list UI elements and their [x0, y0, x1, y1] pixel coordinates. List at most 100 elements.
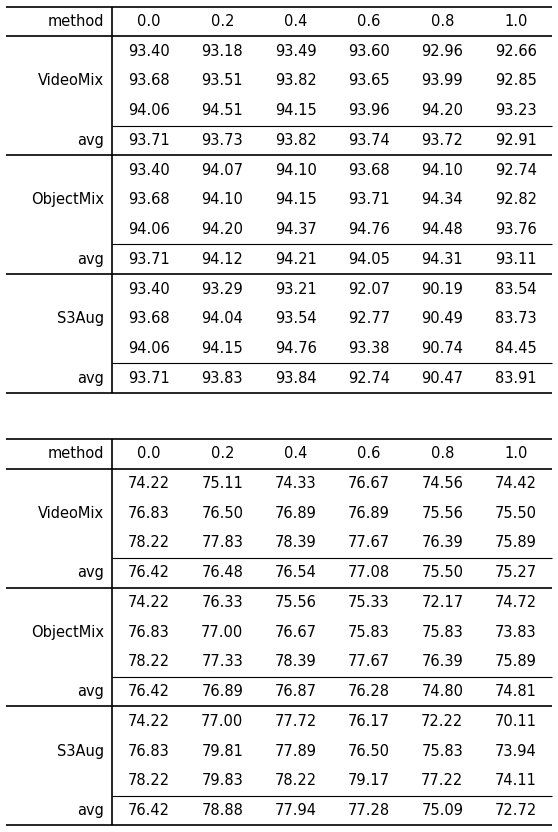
Text: 94.21: 94.21 — [275, 252, 316, 267]
Text: 76.39: 76.39 — [421, 536, 463, 551]
Text: 0.2: 0.2 — [210, 446, 234, 461]
Text: 77.72: 77.72 — [275, 714, 317, 729]
Text: avg: avg — [77, 803, 104, 818]
Text: 76.42: 76.42 — [128, 803, 170, 818]
Text: 94.31: 94.31 — [421, 252, 463, 267]
Text: 0.4: 0.4 — [284, 446, 307, 461]
Text: 79.81: 79.81 — [201, 744, 243, 759]
Text: method: method — [47, 446, 104, 461]
Text: 72.22: 72.22 — [421, 714, 464, 729]
Text: 92.91: 92.91 — [495, 133, 537, 148]
Text: 76.42: 76.42 — [128, 684, 170, 699]
Text: 74.22: 74.22 — [128, 476, 170, 491]
Text: 83.73: 83.73 — [495, 311, 537, 326]
Text: 93.99: 93.99 — [421, 73, 463, 88]
Text: 75.83: 75.83 — [421, 625, 463, 640]
Text: 92.07: 92.07 — [348, 281, 390, 296]
Text: 0.4: 0.4 — [284, 14, 307, 29]
Text: 93.68: 93.68 — [128, 192, 170, 207]
Text: 75.83: 75.83 — [421, 744, 463, 759]
Text: 93.83: 93.83 — [201, 371, 243, 386]
Text: 93.29: 93.29 — [201, 281, 243, 296]
Text: 93.21: 93.21 — [275, 281, 316, 296]
Text: 76.54: 76.54 — [275, 565, 316, 580]
Text: 93.96: 93.96 — [348, 103, 390, 118]
Text: 93.18: 93.18 — [201, 44, 243, 59]
Text: 77.94: 77.94 — [275, 803, 316, 818]
Text: method: method — [47, 14, 104, 29]
Text: 94.34: 94.34 — [421, 192, 463, 207]
Text: 79.17: 79.17 — [348, 773, 390, 788]
Text: 93.68: 93.68 — [348, 163, 390, 178]
Text: 0.8: 0.8 — [431, 14, 454, 29]
Text: 0.0: 0.0 — [137, 446, 161, 461]
Text: 84.45: 84.45 — [495, 341, 537, 356]
Text: 1.0: 1.0 — [504, 446, 527, 461]
Text: 94.05: 94.05 — [348, 252, 390, 267]
Text: 93.84: 93.84 — [275, 371, 316, 386]
Text: 77.00: 77.00 — [201, 625, 243, 640]
Text: 75.11: 75.11 — [201, 476, 243, 491]
Text: 76.89: 76.89 — [275, 506, 316, 521]
Text: 93.49: 93.49 — [275, 44, 316, 59]
Text: 92.74: 92.74 — [495, 163, 537, 178]
Text: 75.33: 75.33 — [348, 595, 390, 610]
Text: 77.67: 77.67 — [348, 654, 390, 669]
Text: avg: avg — [77, 133, 104, 148]
Text: 93.71: 93.71 — [348, 192, 390, 207]
Text: 93.40: 93.40 — [128, 44, 170, 59]
Text: 77.89: 77.89 — [275, 744, 316, 759]
Text: 78.22: 78.22 — [128, 536, 170, 551]
Text: 0.6: 0.6 — [357, 446, 381, 461]
Text: 94.20: 94.20 — [421, 103, 463, 118]
Text: 93.11: 93.11 — [495, 252, 537, 267]
Text: 94.76: 94.76 — [275, 341, 316, 356]
Text: avg: avg — [77, 371, 104, 386]
Text: 78.22: 78.22 — [128, 654, 170, 669]
Text: 93.73: 93.73 — [201, 133, 243, 148]
Text: 93.60: 93.60 — [348, 44, 390, 59]
Text: 75.09: 75.09 — [421, 803, 463, 818]
Text: 76.42: 76.42 — [128, 565, 170, 580]
Text: 92.77: 92.77 — [348, 311, 390, 326]
Text: 1.0: 1.0 — [504, 14, 527, 29]
Text: 77.67: 77.67 — [348, 536, 390, 551]
Text: 0.2: 0.2 — [210, 14, 234, 29]
Text: 93.71: 93.71 — [128, 252, 170, 267]
Text: S3Aug: S3Aug — [56, 311, 104, 326]
Text: 70.11: 70.11 — [495, 714, 537, 729]
Text: 93.54: 93.54 — [275, 311, 316, 326]
Text: 76.28: 76.28 — [348, 684, 390, 699]
Text: 90.49: 90.49 — [421, 311, 463, 326]
Text: 94.07: 94.07 — [201, 163, 243, 178]
Text: 0.8: 0.8 — [431, 446, 454, 461]
Text: 76.17: 76.17 — [348, 714, 390, 729]
Text: 74.80: 74.80 — [421, 684, 463, 699]
Text: 93.40: 93.40 — [128, 163, 170, 178]
Text: 94.10: 94.10 — [201, 192, 243, 207]
Text: 93.71: 93.71 — [128, 133, 170, 148]
Text: 76.89: 76.89 — [201, 684, 243, 699]
Text: 76.87: 76.87 — [275, 684, 316, 699]
Text: 76.83: 76.83 — [128, 506, 170, 521]
Text: 93.68: 93.68 — [128, 311, 170, 326]
Text: 94.06: 94.06 — [128, 103, 170, 118]
Text: 93.82: 93.82 — [275, 73, 316, 88]
Text: 93.72: 93.72 — [421, 133, 463, 148]
Text: 93.68: 93.68 — [128, 73, 170, 88]
Text: 94.15: 94.15 — [275, 192, 316, 207]
Text: 73.83: 73.83 — [495, 625, 537, 640]
Text: 75.50: 75.50 — [495, 506, 537, 521]
Text: 77.83: 77.83 — [201, 536, 243, 551]
Text: 74.72: 74.72 — [495, 595, 537, 610]
Text: 93.71: 93.71 — [128, 371, 170, 386]
Text: 94.20: 94.20 — [201, 222, 243, 237]
Text: 75.50: 75.50 — [421, 565, 463, 580]
Text: 93.65: 93.65 — [348, 73, 390, 88]
Text: 75.83: 75.83 — [348, 625, 390, 640]
Text: 93.40: 93.40 — [128, 281, 170, 296]
Text: 74.22: 74.22 — [128, 714, 170, 729]
Text: 76.48: 76.48 — [201, 565, 243, 580]
Text: 75.27: 75.27 — [495, 565, 537, 580]
Text: avg: avg — [77, 252, 104, 267]
